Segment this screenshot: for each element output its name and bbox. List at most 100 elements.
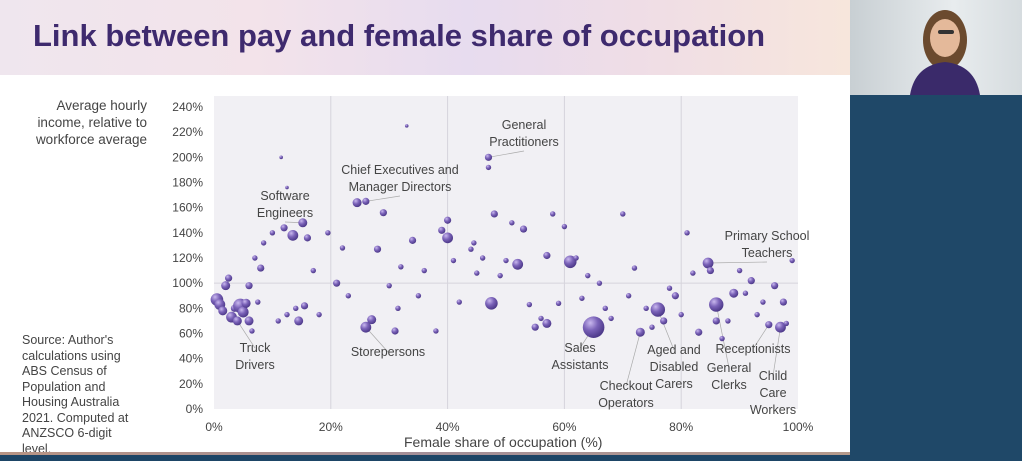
data-bubble: [579, 295, 585, 301]
annotation-label-line: Drivers: [235, 358, 275, 372]
data-bubble: [690, 270, 696, 276]
data-bubble: [421, 267, 427, 274]
annotation-label: General Clerks: [707, 360, 751, 394]
data-bubble: [232, 316, 242, 326]
annotation-label: General Practitioners: [489, 117, 558, 151]
data-bubble: [325, 230, 331, 236]
y-tick-label: 0%: [186, 402, 204, 416]
data-bubble: [485, 297, 498, 310]
x-tick-label: 80%: [669, 420, 693, 434]
data-bubble: [245, 282, 253, 290]
data-bubble: [684, 230, 690, 236]
data-bubble: [345, 293, 352, 299]
data-bubble: [362, 197, 370, 205]
data-bubble: [725, 318, 731, 324]
data-bubble: [333, 279, 341, 287]
annotation-leader-line: [365, 326, 389, 353]
annotation-leader-line: [365, 195, 401, 202]
data-bubble: [444, 216, 452, 224]
data-bubble: [706, 266, 715, 275]
annotation-label-line: Sales: [564, 341, 596, 355]
x-tick-label: 60%: [552, 420, 576, 434]
data-bubble: [485, 164, 492, 171]
data-bubble: [760, 299, 766, 305]
data-bubble: [771, 282, 779, 290]
data-bubble: [474, 270, 480, 276]
data-bubble: [779, 298, 788, 306]
data-bubble: [303, 234, 312, 242]
data-bubble: [542, 318, 552, 328]
y-tick-label: 60%: [179, 327, 203, 341]
data-bubble: [280, 224, 288, 232]
data-bubble: [573, 255, 579, 261]
data-bubble: [497, 272, 503, 279]
annotation-label: Child Care Workers: [750, 368, 796, 419]
y-tick-label: 100%: [172, 276, 203, 290]
annotation-label-line: Truck: [239, 341, 271, 355]
x-tick-label: 40%: [436, 420, 460, 434]
annotation-label-line: Manager Directors: [348, 180, 452, 194]
data-bubble: [379, 209, 387, 217]
data-bubble: [561, 223, 568, 230]
data-bubble: [635, 327, 645, 337]
annotation-label-line: Clerks: [711, 378, 747, 392]
y-tick-label: 200%: [172, 150, 203, 164]
data-bubble: [620, 211, 626, 217]
data-bubble: [221, 281, 231, 291]
x-tick-label: 0%: [205, 420, 223, 434]
data-bubble: [293, 305, 299, 312]
data-bubble: [433, 328, 439, 334]
data-bubble: [456, 299, 462, 305]
data-bubble: [225, 274, 233, 282]
data-bubble: [442, 232, 453, 244]
data-bubble: [386, 282, 392, 289]
data-bubble: [300, 302, 309, 310]
annotation-label-line: Primary School: [724, 229, 810, 243]
annotation-label-line: Teachers: [741, 246, 793, 260]
data-bubble: [484, 153, 493, 161]
data-bubble: [310, 267, 316, 274]
data-bubble: [550, 211, 556, 217]
data-bubble: [404, 124, 409, 128]
data-bubble: [742, 290, 749, 296]
annotation-label: Sales Assistants: [552, 340, 609, 374]
slide-header: Link between pay and female share of occ…: [0, 0, 850, 75]
data-bubble: [284, 311, 290, 318]
data-bubble: [660, 317, 668, 325]
source-note: Source: Author's calculations using ABS …: [22, 333, 129, 455]
annotation-leader-line: [772, 327, 781, 377]
data-bubble: [298, 218, 308, 228]
y-tick-label: 120%: [172, 251, 203, 265]
y-axis-label-line: workforce average: [35, 132, 147, 147]
data-bubble: [285, 185, 289, 190]
annotation-label-line: Workers: [749, 403, 797, 417]
data-bubble: [650, 302, 666, 317]
data-bubble: [249, 328, 255, 334]
annotation-leader-line: [488, 150, 525, 158]
data-bubble: [702, 257, 714, 269]
data-bubble: [625, 293, 632, 299]
data-bubble: [678, 311, 684, 318]
data-bubble: [360, 321, 372, 333]
data-bubble: [352, 198, 362, 208]
data-bubble: [471, 240, 477, 246]
y-tick-label: 240%: [172, 100, 203, 114]
annotation-leader-line: [708, 261, 768, 264]
data-bubble: [582, 316, 605, 339]
y-axis-label-line: Average hourly: [56, 98, 147, 113]
data-bubble: [509, 220, 515, 226]
data-bubble: [526, 301, 533, 308]
annotation-label-line: Chief Executives and: [341, 163, 459, 177]
data-bubble: [602, 305, 608, 312]
data-bubble: [287, 229, 299, 241]
data-bubble: [316, 311, 322, 318]
scatter-chart: 0% 20% 40% 60% 80% 100% 120% 140% 160% 180% 200% 22…: [172, 96, 814, 434]
data-bubble: [339, 245, 346, 251]
data-bubble: [747, 277, 755, 285]
data-bubble: [373, 245, 382, 253]
data-bubble: [275, 318, 281, 324]
annotation-label-line: Receptionists: [715, 342, 791, 356]
annotation-label: Storepersons: [351, 344, 425, 361]
annotation-leader-line: [237, 320, 256, 349]
annotation-label-line: General: [706, 361, 752, 375]
